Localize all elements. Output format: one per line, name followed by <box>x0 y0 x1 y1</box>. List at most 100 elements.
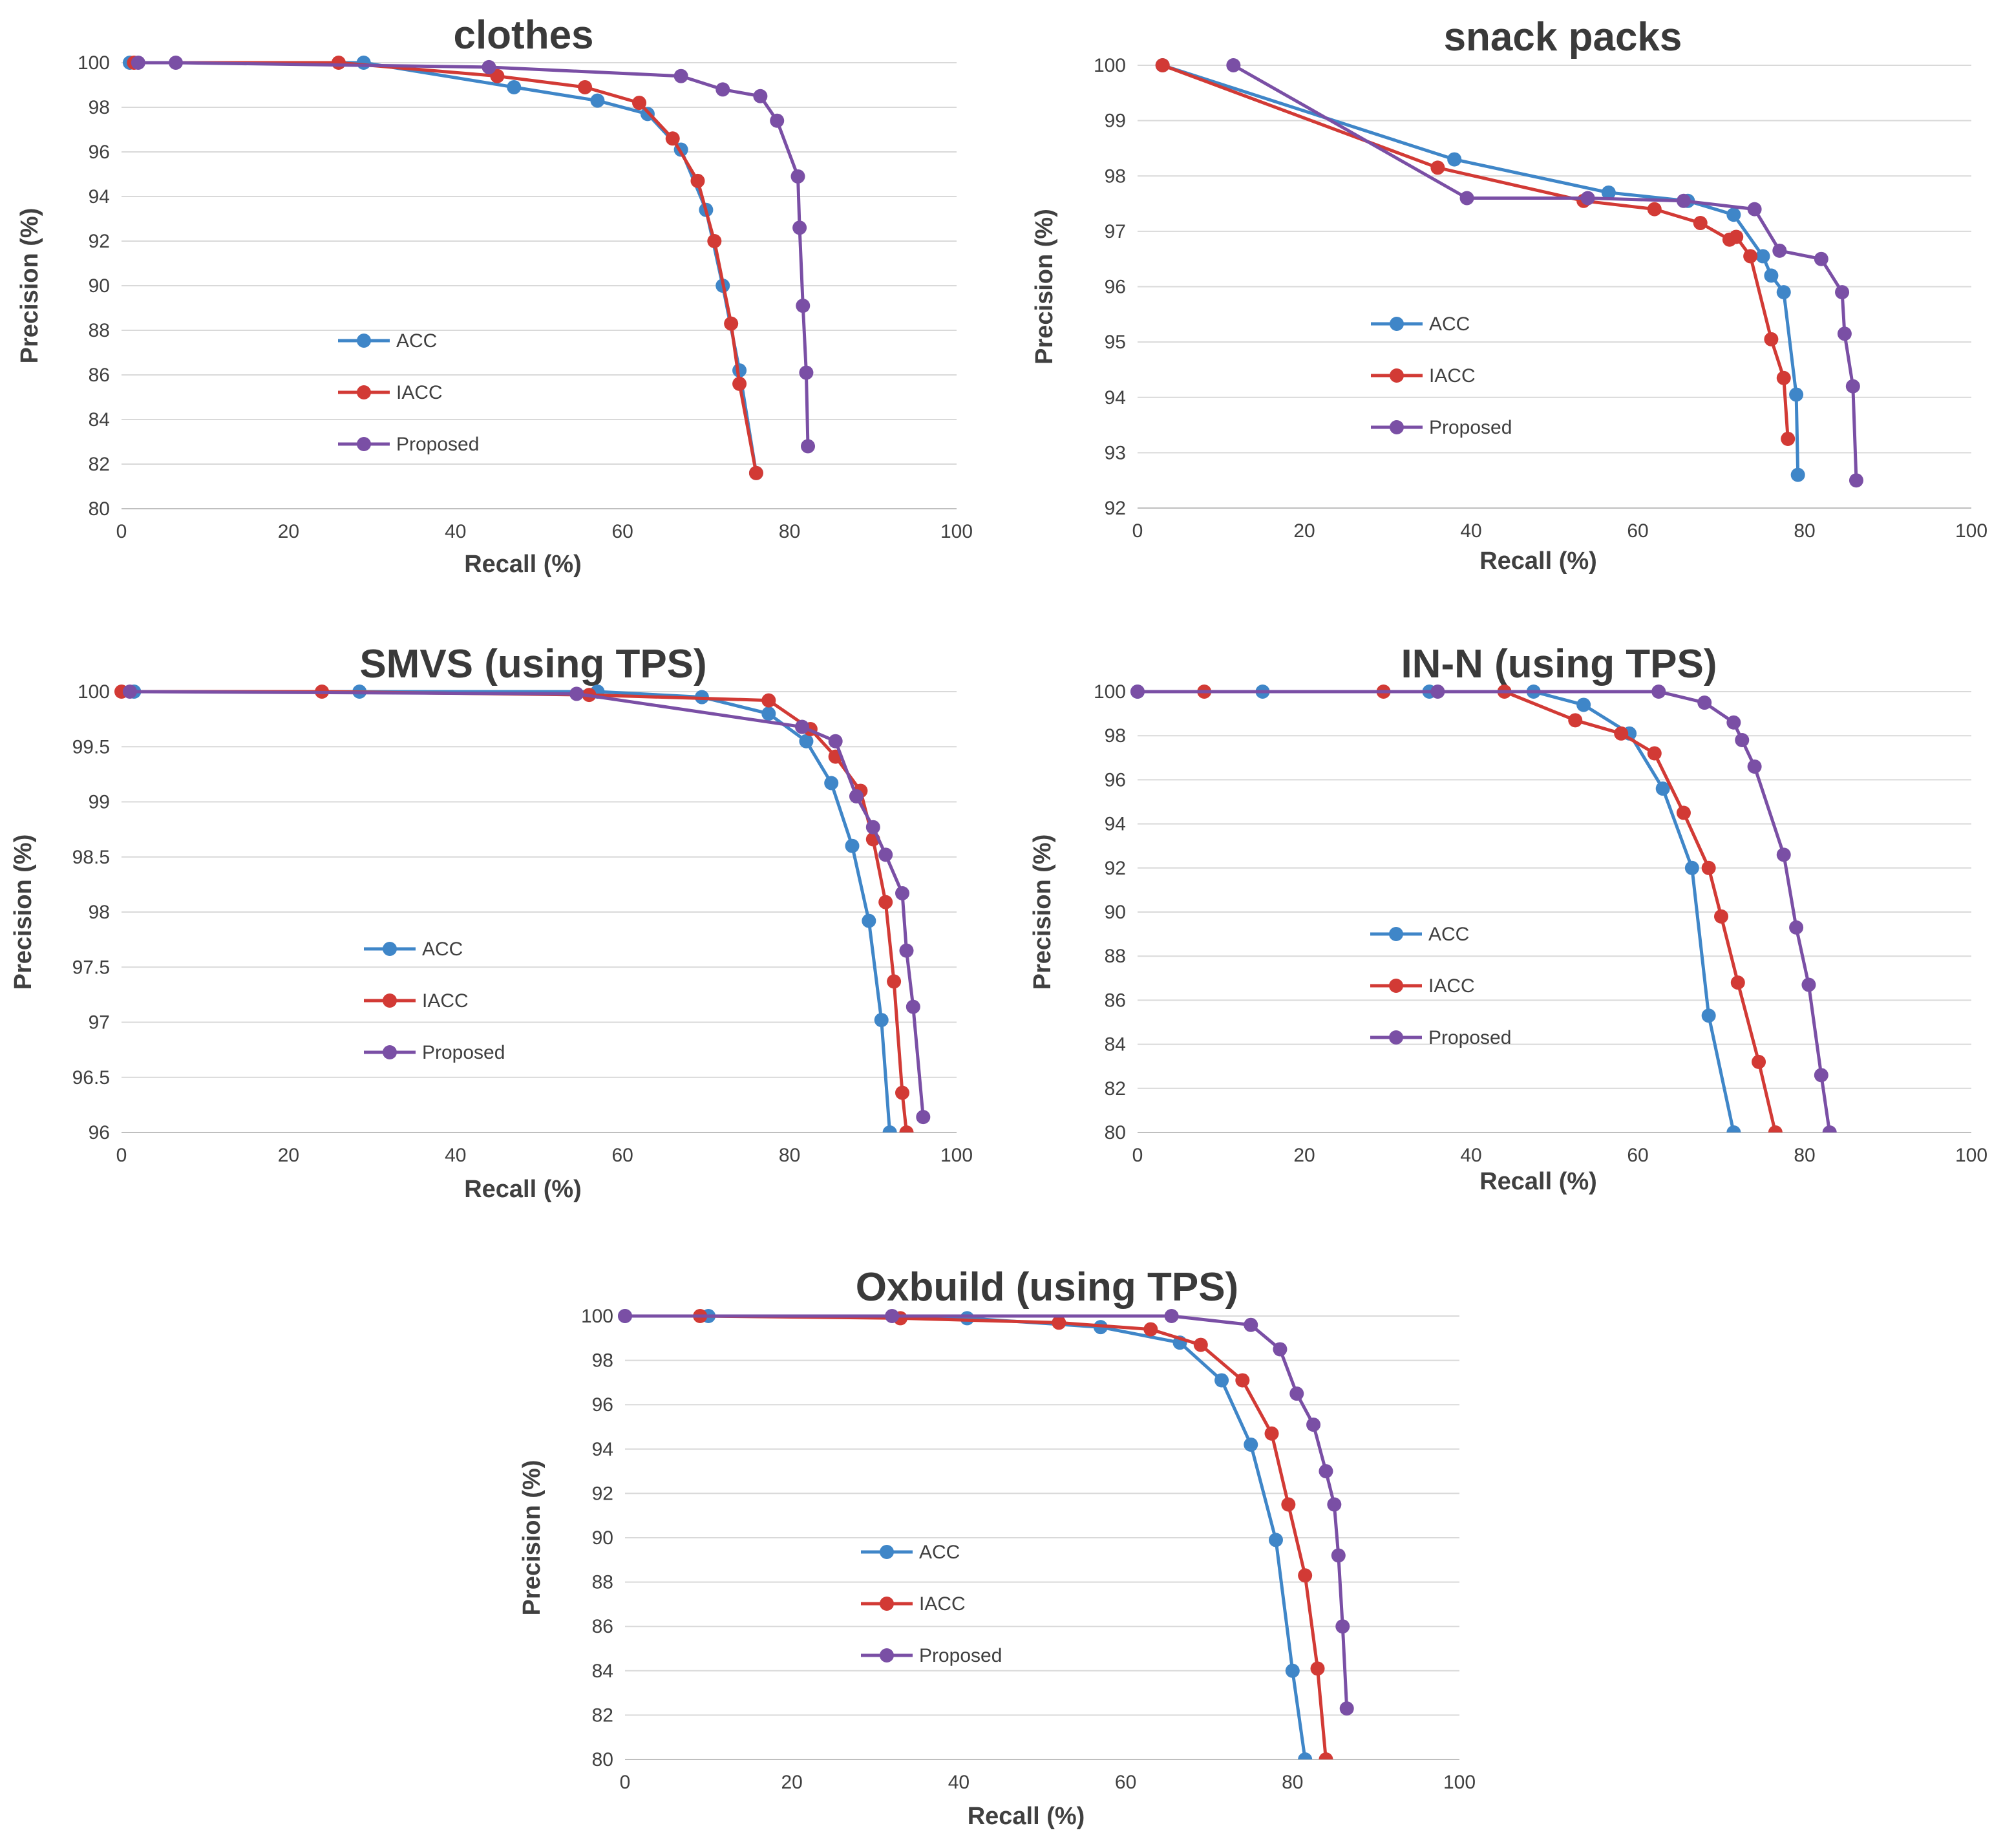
data-point-iacc <box>1310 1661 1325 1676</box>
y-tick-label: 80 <box>592 1749 613 1770</box>
data-point-proposed <box>770 113 785 128</box>
data-point-acc <box>1244 1437 1258 1452</box>
data-point-iacc <box>1768 1125 1783 1132</box>
legend-label-iacc: IACC <box>1428 975 1475 997</box>
data-point-acc <box>1576 697 1591 712</box>
y-tick-label: 97 <box>1105 221 1126 242</box>
data-point-proposed <box>1747 202 1762 217</box>
legend-label-proposed: Proposed <box>396 434 479 455</box>
data-point-iacc <box>1693 216 1708 231</box>
x-tick-label: 40 <box>1460 1145 1481 1166</box>
data-point-proposed <box>1676 193 1691 208</box>
data-point-proposed <box>1306 1418 1321 1432</box>
series-line-proposed <box>129 690 925 1118</box>
data-point-iacc <box>1235 1373 1250 1388</box>
x-tick-label: 0 <box>1132 520 1143 542</box>
y-tick-label: 96 <box>592 1394 613 1416</box>
data-point-iacc <box>690 173 705 188</box>
x-tick-label: 60 <box>1627 1145 1648 1166</box>
data-point-iacc <box>1319 1752 1333 1759</box>
data-point-proposed <box>895 886 910 901</box>
data-point-proposed <box>122 685 137 699</box>
legend-label-iacc: IACC <box>396 382 443 403</box>
data-point-acc <box>1701 1008 1716 1023</box>
legend-marker-iacc <box>383 993 397 1008</box>
x-tick-label: 80 <box>1794 1145 1815 1166</box>
x-tick-label: 20 <box>1293 520 1315 542</box>
legend-marker-iacc <box>357 385 371 399</box>
chart-title: SMVS (using TPS) <box>359 642 706 686</box>
y-tick-label: 98 <box>1105 165 1126 187</box>
data-point-iacc <box>899 1125 914 1132</box>
legend-marker-proposed <box>357 437 371 451</box>
legend-label-acc: ACC <box>422 939 463 960</box>
y-tick-label: 100 <box>581 1306 613 1327</box>
data-point-iacc <box>1781 431 1796 446</box>
data-point-acc <box>1601 185 1616 200</box>
data-point-proposed <box>801 439 816 454</box>
y-tick-label: 94 <box>89 186 110 207</box>
data-point-proposed <box>1327 1497 1342 1512</box>
legend-marker-iacc <box>1389 979 1403 993</box>
data-point-proposed <box>1697 696 1712 710</box>
data-point-iacc <box>1193 1337 1208 1352</box>
data-point-acc <box>882 1125 897 1132</box>
data-point-proposed <box>1335 1619 1350 1634</box>
x-tick-label: 20 <box>1293 1145 1315 1166</box>
data-point-proposed <box>1735 733 1750 748</box>
legend-marker-acc <box>880 1545 894 1559</box>
y-tick-label: 90 <box>592 1527 613 1549</box>
y-tick-label: 99 <box>89 792 110 813</box>
y-tick-label: 99 <box>1105 111 1126 132</box>
x-tick-label: 0 <box>116 521 127 542</box>
data-point-acc <box>356 56 371 70</box>
legend-marker-iacc <box>1390 368 1404 383</box>
data-point-proposed <box>1339 1701 1354 1716</box>
data-point-proposed <box>1459 191 1474 206</box>
x-tick-label: 20 <box>278 521 299 542</box>
y-tick-label: 92 <box>1105 858 1126 879</box>
y-axis-title: Precision (%) <box>518 1460 546 1616</box>
legend-marker-iacc <box>880 1597 894 1611</box>
data-point-proposed <box>1789 920 1804 935</box>
data-point-acc <box>1790 467 1805 482</box>
y-tick-label: 98 <box>1105 725 1126 747</box>
data-point-proposed <box>1430 685 1445 699</box>
x-tick-label: 40 <box>1460 520 1481 542</box>
y-tick-label: 96.5 <box>72 1067 110 1089</box>
data-point-acc <box>1726 207 1741 222</box>
legend-label-proposed: Proposed <box>422 1042 505 1063</box>
data-point-proposed <box>1835 285 1850 300</box>
x-tick-label: 40 <box>445 521 466 542</box>
x-tick-label: 100 <box>1955 1145 1987 1166</box>
chart-title: clothes <box>453 13 593 58</box>
data-point-iacc <box>1264 1426 1279 1441</box>
data-point-acc <box>845 838 860 853</box>
data-point-proposed <box>1580 191 1595 206</box>
y-tick-label: 90 <box>1105 902 1126 923</box>
data-point-proposed <box>673 69 688 83</box>
data-point-proposed <box>865 820 880 834</box>
x-tick-label: 40 <box>948 1772 970 1793</box>
data-point-acc <box>824 776 839 791</box>
data-point-proposed <box>569 686 584 701</box>
data-point-proposed <box>792 220 807 235</box>
y-tick-label: 98 <box>89 902 110 923</box>
y-tick-label: 100 <box>78 52 110 74</box>
data-point-iacc <box>1729 229 1744 244</box>
data-point-proposed <box>885 1309 900 1323</box>
legend-marker-proposed <box>880 1648 894 1662</box>
y-axis-title: Precision (%) <box>1029 834 1056 990</box>
y-tick-label: 94 <box>1105 814 1126 835</box>
data-point-iacc <box>748 465 763 480</box>
y-tick-label: 97 <box>89 1012 110 1034</box>
plot-area <box>1155 58 1863 488</box>
data-point-proposed <box>1226 58 1241 72</box>
y-tick-label: 94 <box>592 1439 613 1460</box>
data-point-iacc <box>578 80 593 94</box>
y-tick-label: 84 <box>89 409 110 430</box>
y-tick-label: 94 <box>1105 387 1126 409</box>
data-point-proposed <box>1273 1342 1288 1357</box>
y-tick-label: 86 <box>1105 990 1126 1011</box>
chart-title: snack packs <box>1444 15 1682 59</box>
